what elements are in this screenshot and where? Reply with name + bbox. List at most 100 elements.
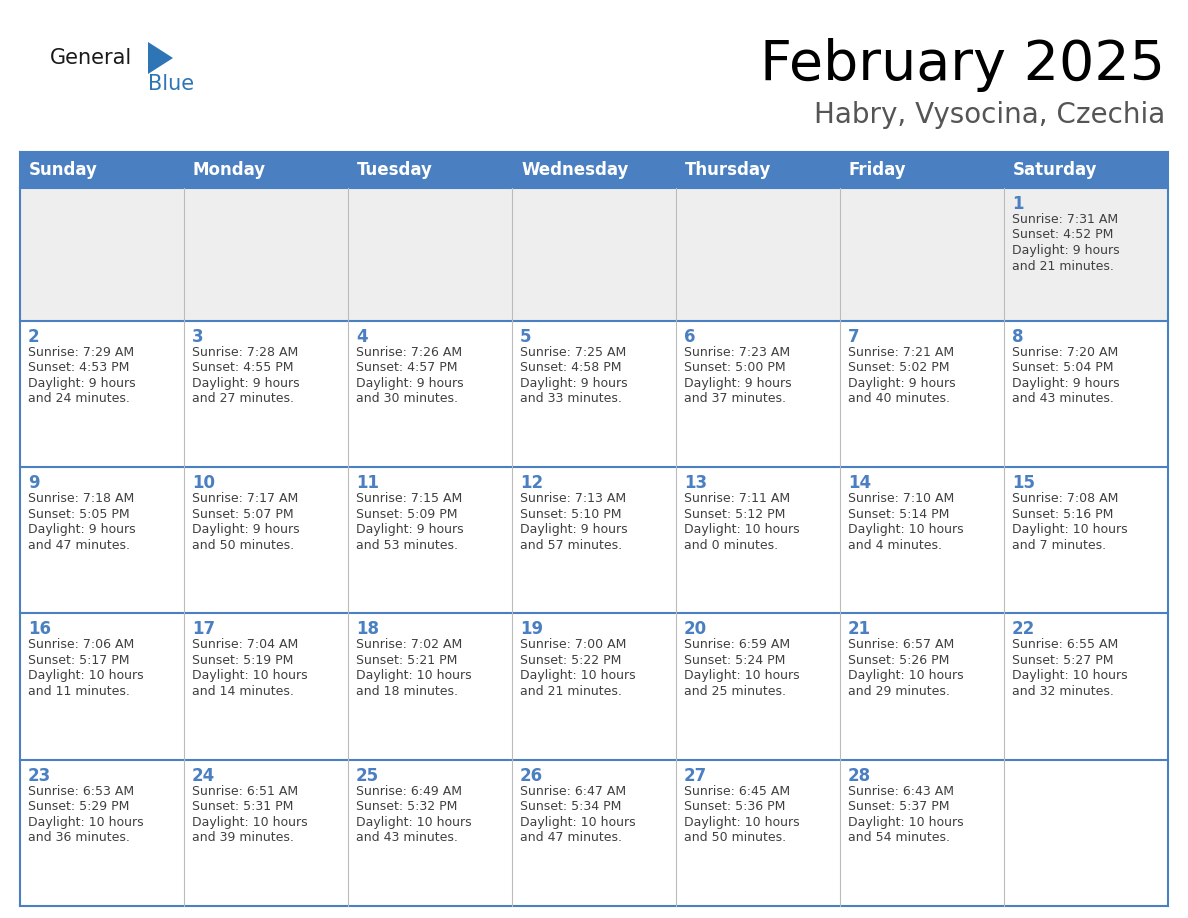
Text: 16: 16 xyxy=(29,621,51,638)
Text: Saturday: Saturday xyxy=(1013,161,1098,179)
Text: 3: 3 xyxy=(192,328,203,346)
Text: Sunrise: 7:04 AM: Sunrise: 7:04 AM xyxy=(192,638,298,652)
Text: and 30 minutes.: and 30 minutes. xyxy=(356,392,459,406)
Text: and 21 minutes.: and 21 minutes. xyxy=(1012,260,1114,273)
Text: Sunset: 4:52 PM: Sunset: 4:52 PM xyxy=(1012,229,1113,241)
Text: Sunrise: 6:43 AM: Sunrise: 6:43 AM xyxy=(848,785,954,798)
Text: 21: 21 xyxy=(848,621,871,638)
Text: Daylight: 9 hours: Daylight: 9 hours xyxy=(29,523,135,536)
Text: Sunset: 5:36 PM: Sunset: 5:36 PM xyxy=(684,800,785,813)
Text: Monday: Monday xyxy=(192,161,266,179)
Text: Sunset: 5:22 PM: Sunset: 5:22 PM xyxy=(520,654,621,666)
Text: Sunrise: 7:17 AM: Sunrise: 7:17 AM xyxy=(192,492,298,505)
Text: Sunset: 4:57 PM: Sunset: 4:57 PM xyxy=(356,362,457,375)
Text: Daylight: 10 hours: Daylight: 10 hours xyxy=(848,816,963,829)
Text: Sunday: Sunday xyxy=(29,161,97,179)
Text: 13: 13 xyxy=(684,474,707,492)
Text: Thursday: Thursday xyxy=(685,161,771,179)
Text: Daylight: 9 hours: Daylight: 9 hours xyxy=(1012,376,1119,390)
Text: Daylight: 9 hours: Daylight: 9 hours xyxy=(192,523,299,536)
Text: 23: 23 xyxy=(29,767,51,785)
Text: Tuesday: Tuesday xyxy=(358,161,432,179)
Text: Sunrise: 7:13 AM: Sunrise: 7:13 AM xyxy=(520,492,626,505)
Text: Daylight: 10 hours: Daylight: 10 hours xyxy=(848,523,963,536)
Text: Daylight: 10 hours: Daylight: 10 hours xyxy=(192,669,308,682)
Text: 2: 2 xyxy=(29,328,39,346)
Text: Sunset: 5:26 PM: Sunset: 5:26 PM xyxy=(848,654,949,666)
Text: 19: 19 xyxy=(520,621,543,638)
Text: Daylight: 10 hours: Daylight: 10 hours xyxy=(520,816,636,829)
Text: Blue: Blue xyxy=(148,74,194,94)
Text: and 43 minutes.: and 43 minutes. xyxy=(356,831,457,845)
Text: and 40 minutes.: and 40 minutes. xyxy=(848,392,950,406)
Text: February 2025: February 2025 xyxy=(760,38,1165,92)
Text: Daylight: 10 hours: Daylight: 10 hours xyxy=(520,669,636,682)
Text: Daylight: 10 hours: Daylight: 10 hours xyxy=(356,669,472,682)
Text: 12: 12 xyxy=(520,474,543,492)
Text: 22: 22 xyxy=(1012,621,1035,638)
Text: Sunset: 4:53 PM: Sunset: 4:53 PM xyxy=(29,362,129,375)
Text: and 47 minutes.: and 47 minutes. xyxy=(520,831,623,845)
Text: Sunset: 5:05 PM: Sunset: 5:05 PM xyxy=(29,508,129,521)
Text: 11: 11 xyxy=(356,474,379,492)
Text: Friday: Friday xyxy=(849,161,906,179)
Text: and 27 minutes.: and 27 minutes. xyxy=(192,392,293,406)
Text: Daylight: 9 hours: Daylight: 9 hours xyxy=(356,523,463,536)
Text: Sunset: 5:32 PM: Sunset: 5:32 PM xyxy=(356,800,457,813)
Text: and 50 minutes.: and 50 minutes. xyxy=(684,831,786,845)
Text: and 21 minutes.: and 21 minutes. xyxy=(520,685,621,698)
Text: Sunrise: 7:06 AM: Sunrise: 7:06 AM xyxy=(29,638,134,652)
Text: Sunset: 5:00 PM: Sunset: 5:00 PM xyxy=(684,362,785,375)
Text: Sunrise: 7:11 AM: Sunrise: 7:11 AM xyxy=(684,492,790,505)
Text: Sunrise: 7:10 AM: Sunrise: 7:10 AM xyxy=(848,492,954,505)
Text: 17: 17 xyxy=(192,621,215,638)
Text: Sunset: 5:04 PM: Sunset: 5:04 PM xyxy=(1012,362,1113,375)
Text: Sunrise: 7:00 AM: Sunrise: 7:00 AM xyxy=(520,638,626,652)
Text: Sunset: 5:34 PM: Sunset: 5:34 PM xyxy=(520,800,621,813)
Text: and 32 minutes.: and 32 minutes. xyxy=(1012,685,1114,698)
Text: Daylight: 9 hours: Daylight: 9 hours xyxy=(192,376,299,390)
Text: Sunset: 5:02 PM: Sunset: 5:02 PM xyxy=(848,362,949,375)
Text: Sunset: 5:29 PM: Sunset: 5:29 PM xyxy=(29,800,129,813)
Text: and 39 minutes.: and 39 minutes. xyxy=(192,831,293,845)
Text: Sunset: 4:55 PM: Sunset: 4:55 PM xyxy=(192,362,293,375)
Text: 28: 28 xyxy=(848,767,871,785)
Text: Daylight: 10 hours: Daylight: 10 hours xyxy=(684,523,800,536)
Text: Sunset: 5:27 PM: Sunset: 5:27 PM xyxy=(1012,654,1113,666)
Text: Sunrise: 7:26 AM: Sunrise: 7:26 AM xyxy=(356,346,462,359)
Text: and 25 minutes.: and 25 minutes. xyxy=(684,685,786,698)
Text: Sunset: 5:21 PM: Sunset: 5:21 PM xyxy=(356,654,457,666)
Text: Sunrise: 6:51 AM: Sunrise: 6:51 AM xyxy=(192,785,298,798)
Bar xyxy=(20,152,1168,906)
Bar xyxy=(20,152,1168,188)
Text: Daylight: 9 hours: Daylight: 9 hours xyxy=(356,376,463,390)
Text: Sunset: 5:37 PM: Sunset: 5:37 PM xyxy=(848,800,949,813)
Text: Daylight: 10 hours: Daylight: 10 hours xyxy=(29,669,144,682)
Polygon shape xyxy=(148,42,173,74)
Text: Sunrise: 7:31 AM: Sunrise: 7:31 AM xyxy=(1012,213,1118,226)
Text: General: General xyxy=(50,48,132,68)
Text: 14: 14 xyxy=(848,474,871,492)
Text: 10: 10 xyxy=(192,474,215,492)
Text: 4: 4 xyxy=(356,328,367,346)
Text: Sunset: 5:31 PM: Sunset: 5:31 PM xyxy=(192,800,293,813)
Text: and 11 minutes.: and 11 minutes. xyxy=(29,685,129,698)
Text: 18: 18 xyxy=(356,621,379,638)
Text: Sunrise: 7:02 AM: Sunrise: 7:02 AM xyxy=(356,638,462,652)
Text: Sunset: 5:24 PM: Sunset: 5:24 PM xyxy=(684,654,785,666)
Text: Daylight: 9 hours: Daylight: 9 hours xyxy=(520,376,627,390)
Text: Sunrise: 7:08 AM: Sunrise: 7:08 AM xyxy=(1012,492,1118,505)
Text: and 43 minutes.: and 43 minutes. xyxy=(1012,392,1114,406)
Text: 6: 6 xyxy=(684,328,695,346)
Text: Sunset: 5:14 PM: Sunset: 5:14 PM xyxy=(848,508,949,521)
Text: Sunset: 5:07 PM: Sunset: 5:07 PM xyxy=(192,508,293,521)
Text: Daylight: 10 hours: Daylight: 10 hours xyxy=(684,816,800,829)
Text: Sunset: 5:17 PM: Sunset: 5:17 PM xyxy=(29,654,129,666)
Text: Sunrise: 6:55 AM: Sunrise: 6:55 AM xyxy=(1012,638,1118,652)
Text: Sunrise: 7:28 AM: Sunrise: 7:28 AM xyxy=(192,346,298,359)
Text: Sunset: 5:19 PM: Sunset: 5:19 PM xyxy=(192,654,293,666)
Text: and 57 minutes.: and 57 minutes. xyxy=(520,539,623,552)
Text: and 50 minutes.: and 50 minutes. xyxy=(192,539,295,552)
Text: Habry, Vysocina, Czechia: Habry, Vysocina, Czechia xyxy=(814,101,1165,129)
Text: Sunrise: 6:57 AM: Sunrise: 6:57 AM xyxy=(848,638,954,652)
